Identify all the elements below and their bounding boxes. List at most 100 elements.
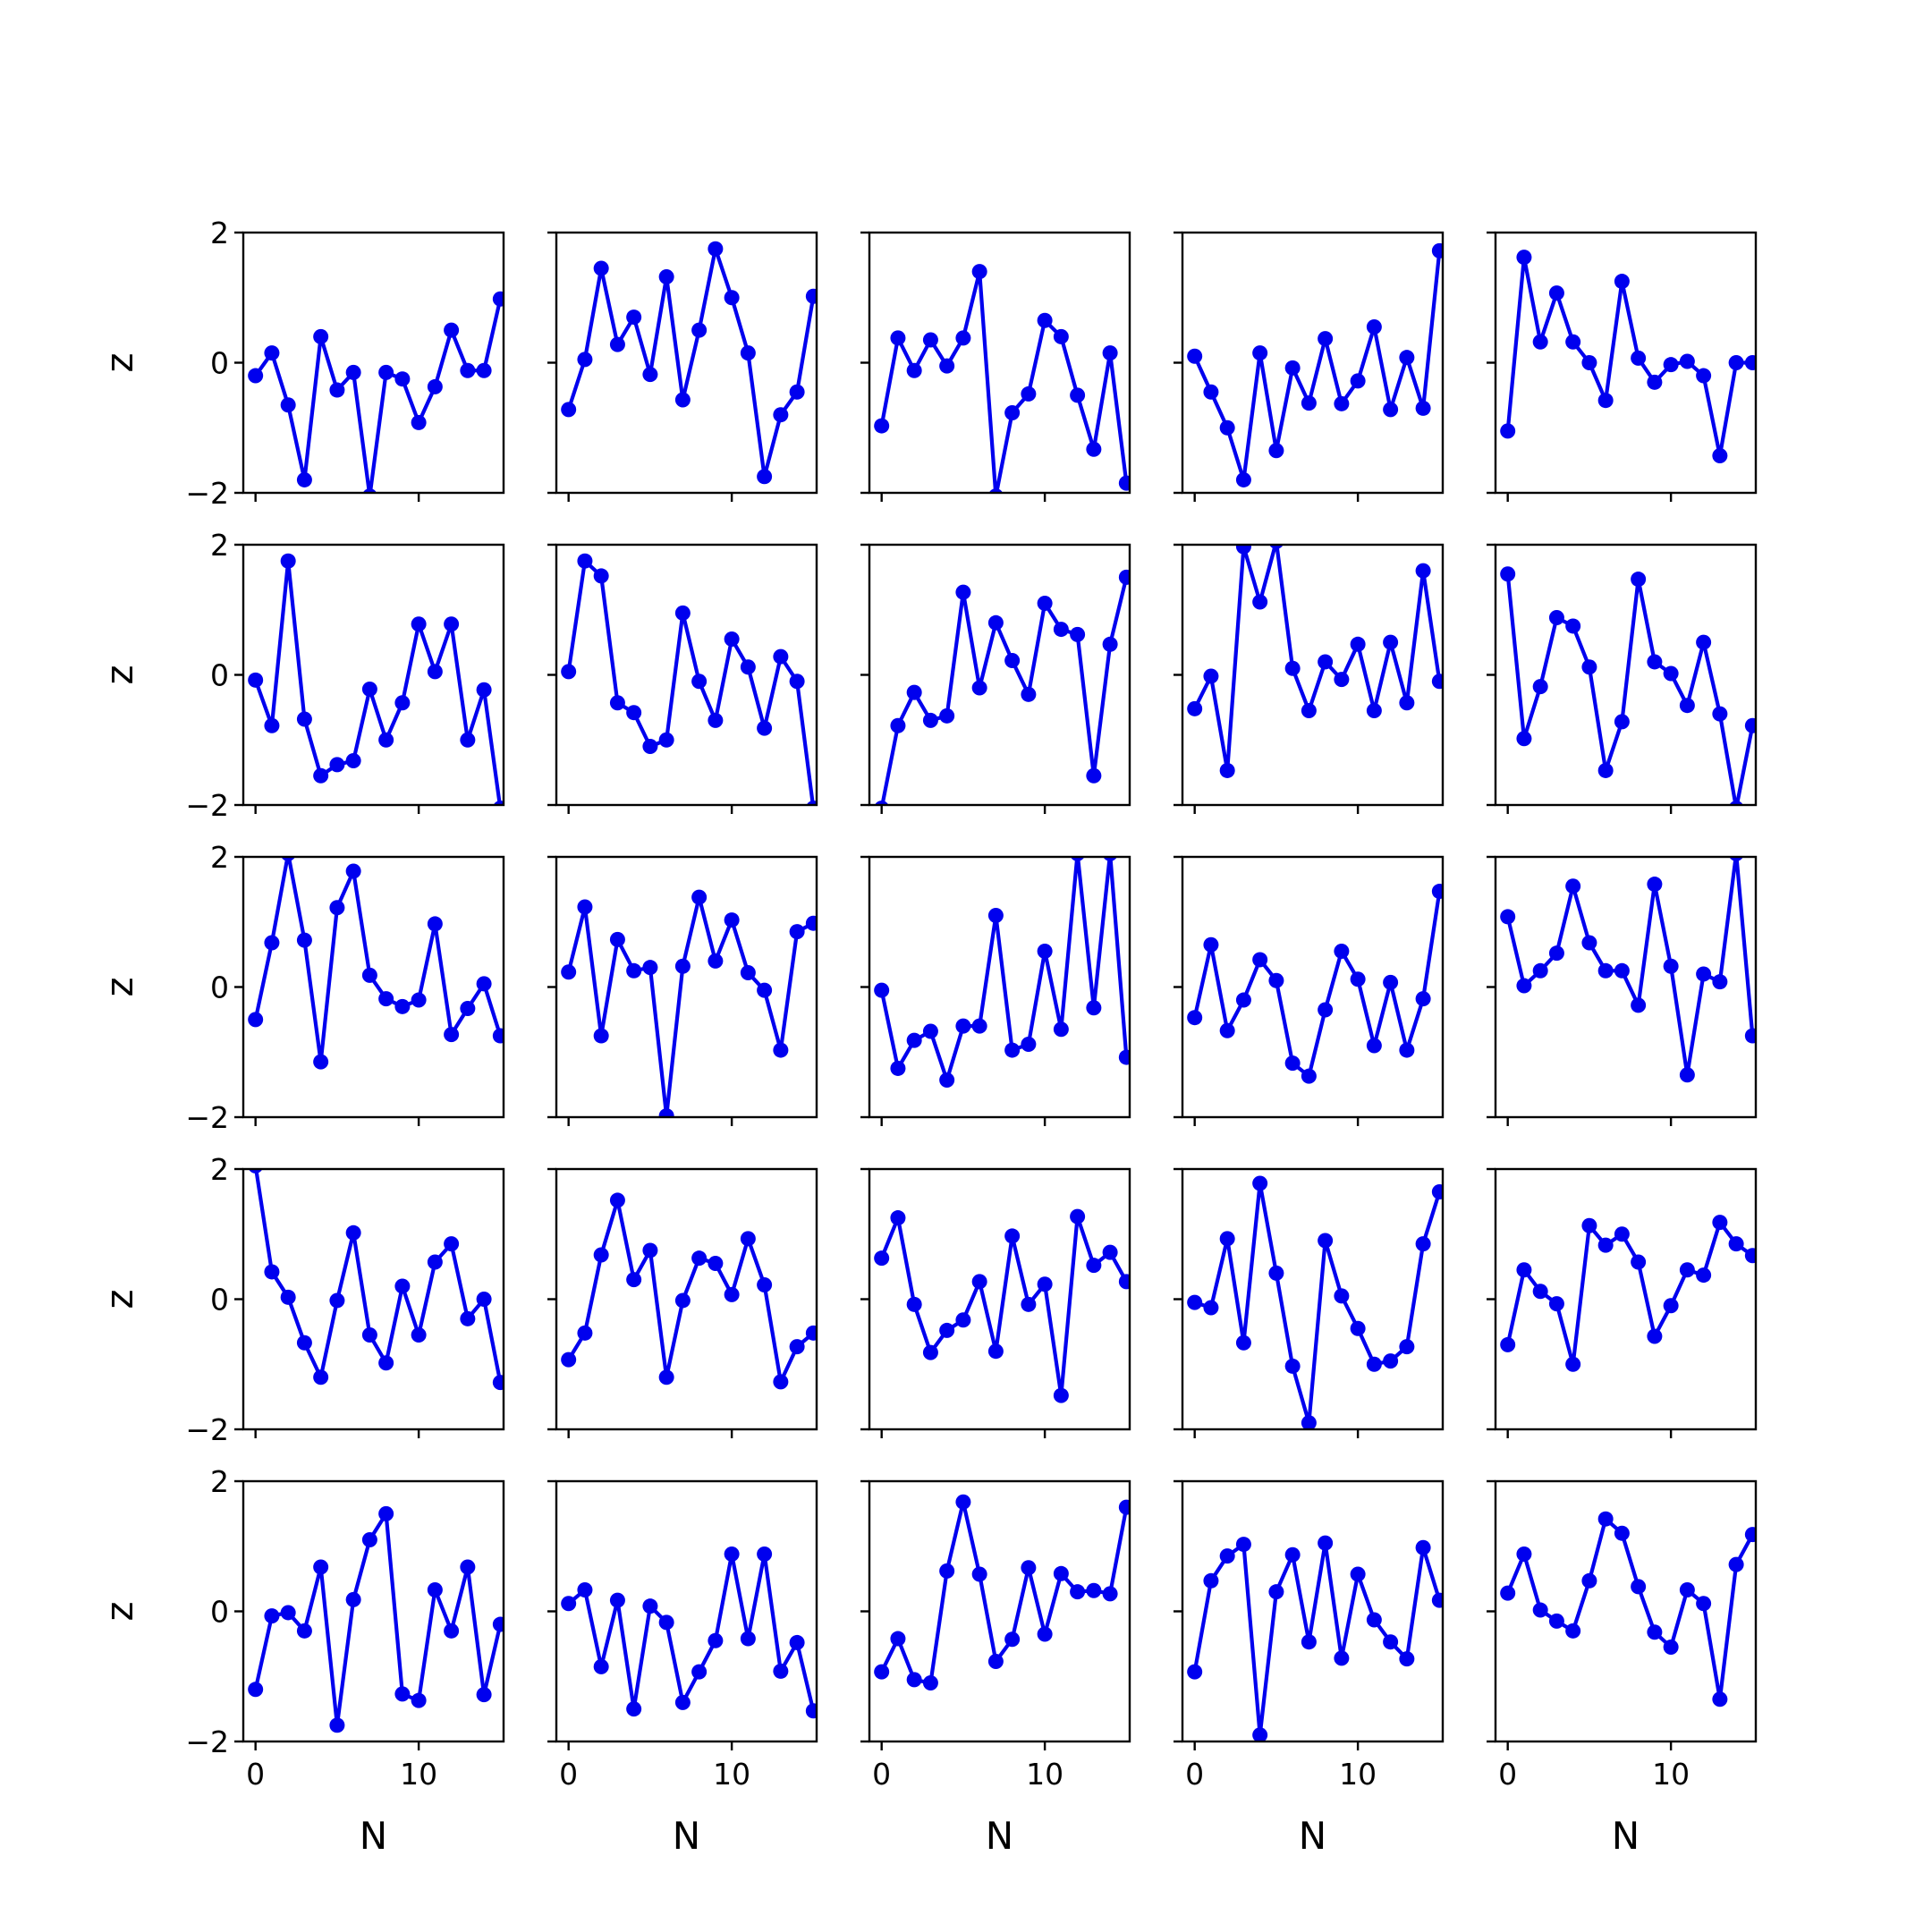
series bbox=[1500, 1215, 1756, 1372]
data-point bbox=[1647, 1328, 1663, 1344]
series-line bbox=[879, 269, 1129, 493]
data-point bbox=[378, 1355, 394, 1371]
data-point bbox=[1086, 441, 1102, 457]
data-point bbox=[658, 732, 674, 748]
data-point bbox=[1383, 402, 1399, 418]
data-point bbox=[609, 695, 625, 711]
data-point bbox=[922, 1023, 938, 1039]
data-point bbox=[1102, 636, 1118, 652]
data-point bbox=[890, 1060, 906, 1076]
data-point bbox=[906, 1672, 922, 1688]
data-point bbox=[987, 1654, 1004, 1670]
data-point bbox=[1415, 991, 1431, 1007]
data-point bbox=[281, 857, 295, 861]
data-point bbox=[264, 345, 280, 361]
data-point bbox=[789, 384, 805, 400]
data-point bbox=[1647, 374, 1663, 390]
data-point bbox=[444, 322, 460, 338]
data-point bbox=[626, 309, 642, 326]
panel-r3-c1: −2 0 2 z bbox=[97, 840, 505, 1135]
data-point bbox=[1548, 285, 1564, 301]
data-point bbox=[789, 1634, 805, 1650]
data-point bbox=[361, 1327, 377, 1343]
data-point bbox=[674, 1292, 691, 1309]
data-point bbox=[1301, 1415, 1317, 1429]
data-point bbox=[561, 964, 577, 980]
data-point bbox=[874, 1664, 890, 1680]
data-point bbox=[1516, 1262, 1532, 1278]
data-point bbox=[1219, 1548, 1235, 1564]
panel-r4-c1: −2 0 2 z bbox=[97, 1152, 505, 1447]
data-point bbox=[1532, 1602, 1548, 1618]
panel-r1-c5 bbox=[1487, 231, 1758, 502]
data-point bbox=[1679, 1262, 1695, 1278]
data-point bbox=[875, 801, 889, 805]
data-point bbox=[1235, 1537, 1251, 1553]
data-point bbox=[971, 680, 987, 696]
data-point bbox=[561, 664, 577, 680]
panel-r2-c2 bbox=[547, 543, 818, 814]
data-point bbox=[1647, 654, 1663, 670]
series-line bbox=[254, 1169, 503, 1384]
data-point bbox=[1350, 373, 1366, 389]
data-point bbox=[411, 1692, 427, 1708]
data-point bbox=[1631, 350, 1647, 366]
series bbox=[1500, 857, 1756, 1083]
y-tick-label: −2 bbox=[185, 1724, 229, 1759]
data-point bbox=[1350, 636, 1366, 652]
data-point bbox=[906, 1032, 922, 1048]
series bbox=[248, 553, 504, 805]
data-point bbox=[757, 720, 773, 736]
data-point bbox=[1548, 1296, 1564, 1312]
data-point bbox=[674, 958, 691, 974]
y-tick-label: 2 bbox=[210, 1152, 229, 1187]
data-point bbox=[724, 1546, 740, 1562]
data-point bbox=[1383, 634, 1399, 650]
series-line bbox=[1194, 1181, 1442, 1425]
data-point bbox=[361, 1531, 377, 1547]
data-point bbox=[345, 753, 361, 769]
series-line bbox=[1505, 857, 1755, 1077]
data-point bbox=[1532, 679, 1548, 695]
data-point bbox=[313, 767, 329, 784]
data-point bbox=[427, 1581, 443, 1597]
data-point bbox=[577, 352, 593, 368]
data-point bbox=[1284, 1358, 1301, 1374]
x-axis-label: N bbox=[1299, 1814, 1326, 1858]
data-point bbox=[1500, 909, 1516, 925]
series bbox=[874, 264, 1130, 493]
y-tick-label: −2 bbox=[185, 476, 229, 511]
data-point bbox=[1102, 1586, 1118, 1602]
x-tick-label: 0 bbox=[1498, 1757, 1517, 1792]
data-point bbox=[1004, 1631, 1021, 1648]
data-point bbox=[1053, 1387, 1069, 1403]
data-point bbox=[296, 932, 312, 948]
series-line bbox=[879, 857, 1129, 1082]
data-point bbox=[329, 900, 345, 916]
panel-r5-c4: 0 10 N bbox=[1174, 1479, 1445, 1858]
data-point bbox=[691, 674, 708, 690]
data-point bbox=[1301, 1634, 1317, 1650]
data-point bbox=[1318, 331, 1334, 347]
series bbox=[875, 569, 1130, 805]
data-point bbox=[1187, 1664, 1203, 1680]
data-point bbox=[1301, 703, 1317, 719]
data-point bbox=[1118, 569, 1130, 585]
data-point bbox=[296, 1335, 312, 1351]
data-point bbox=[971, 1274, 987, 1290]
axes-frame bbox=[868, 1167, 1131, 1431]
y-axis-label: z bbox=[97, 665, 141, 684]
y-axis-label: z bbox=[97, 352, 141, 372]
data-point bbox=[1070, 1208, 1086, 1224]
data-point bbox=[411, 414, 427, 430]
data-point bbox=[593, 568, 609, 584]
data-point bbox=[1037, 1626, 1053, 1642]
data-point bbox=[1219, 419, 1235, 436]
data-point bbox=[1696, 966, 1712, 982]
data-point bbox=[1631, 1254, 1647, 1270]
data-point bbox=[1500, 423, 1516, 439]
panel-r4-c3 bbox=[860, 1167, 1131, 1438]
series-line bbox=[1505, 255, 1753, 458]
data-point bbox=[1597, 962, 1614, 979]
